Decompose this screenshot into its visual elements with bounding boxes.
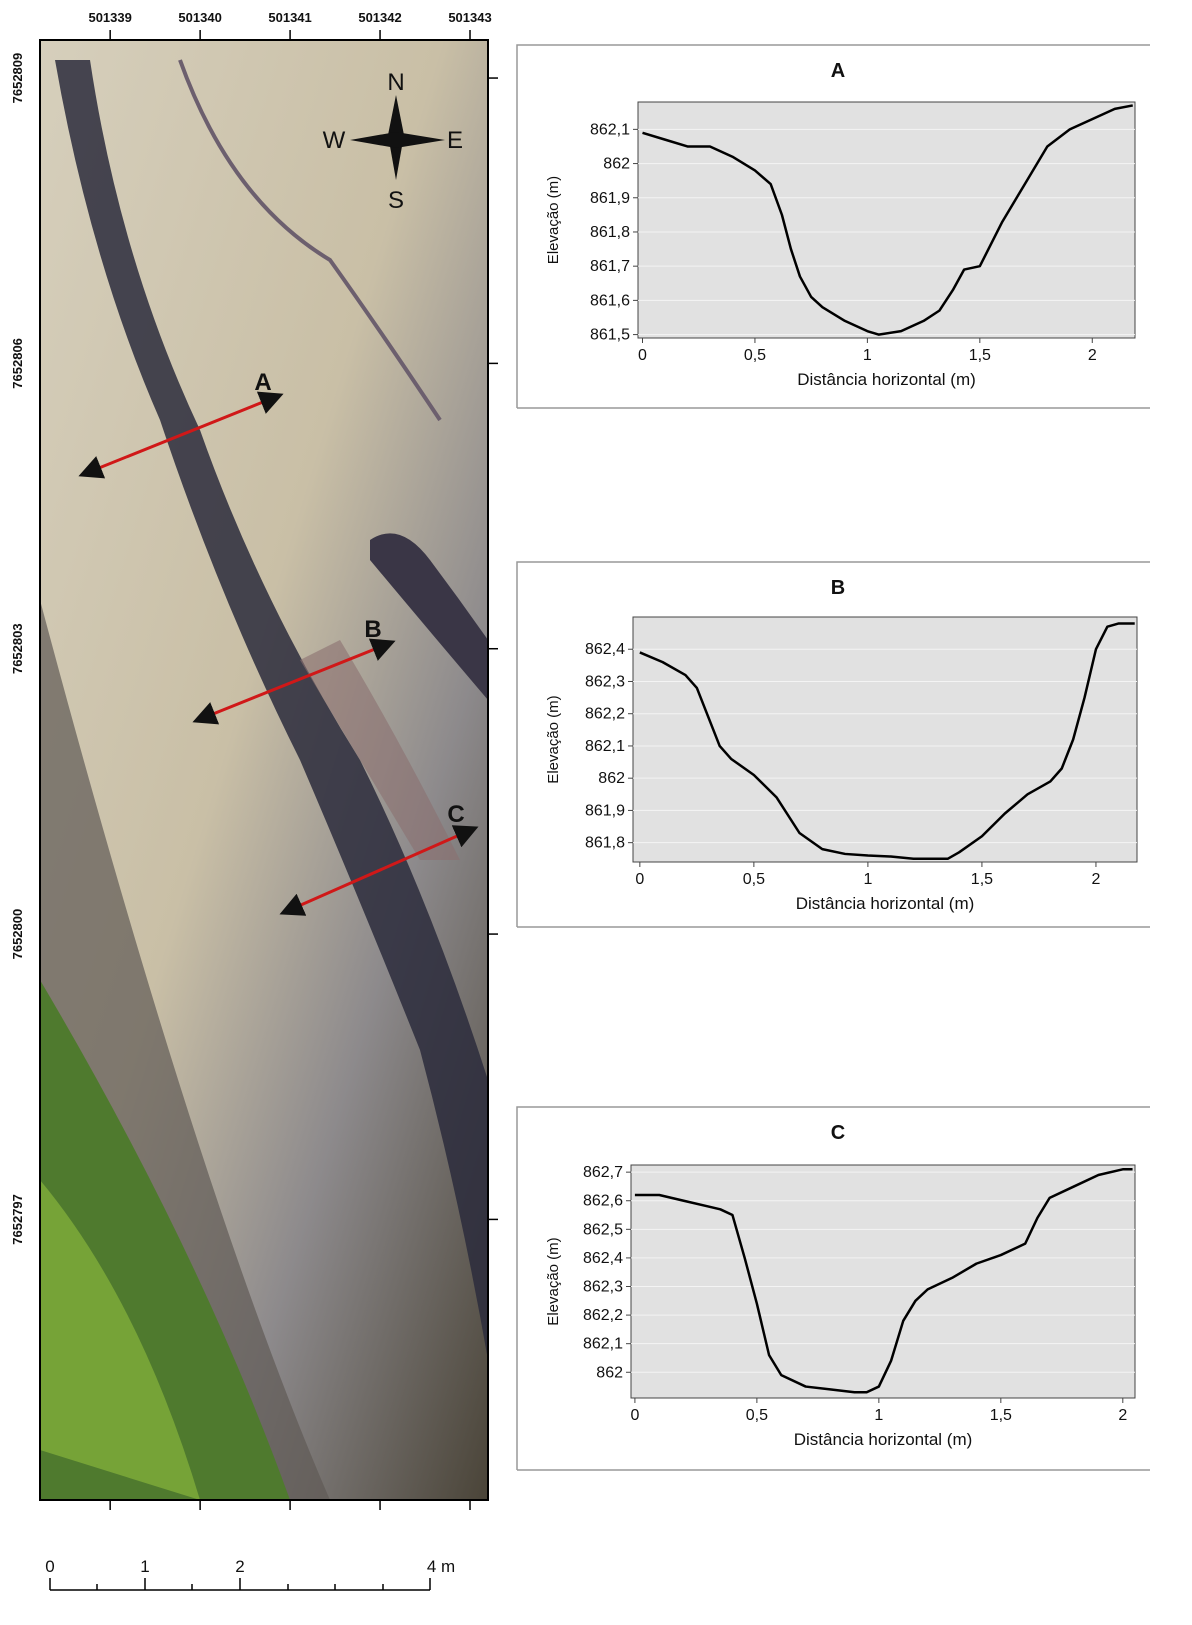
x-tick-label: 0 <box>635 871 644 888</box>
scale-label: 2 <box>235 1557 244 1576</box>
compass-label: W <box>323 127 346 154</box>
chart-title: C <box>831 1122 845 1144</box>
profile-line <box>634 1168 1133 1394</box>
y-tick-label: 862,1 <box>590 121 630 138</box>
y-tick-label: 862,5 <box>583 1221 623 1238</box>
scale-label: 0 <box>45 1557 54 1576</box>
compass-label: N <box>387 69 404 96</box>
y-tick-label: 862,1 <box>583 1336 623 1353</box>
y-tick-label: 862,3 <box>583 1279 623 1296</box>
profile-label: A <box>254 369 271 396</box>
plot-area <box>630 1164 1136 1399</box>
y-tick-label: 861,8 <box>590 224 630 241</box>
chart-frame <box>516 44 1150 409</box>
map-x-tick-label: 501341 <box>268 10 311 25</box>
chart-frame <box>516 561 1150 928</box>
y-tick-label: 861,9 <box>590 190 630 207</box>
x-tick-label: 1 <box>863 871 872 888</box>
compass-label: E <box>447 127 463 154</box>
x-tick-label: 1 <box>874 1407 883 1424</box>
y-tick-label: 862,7 <box>583 1164 623 1181</box>
y-tick-label: 862,6 <box>583 1193 623 1210</box>
y-axis-label: Elevação (m) <box>545 1237 562 1325</box>
x-tick-label: 1,5 <box>969 347 991 364</box>
x-axis-label: Distância horizontal (m) <box>794 1430 973 1449</box>
x-tick-label: 1,5 <box>971 871 993 888</box>
map-y-tick-label: 7652800 <box>10 909 25 960</box>
aerial-image <box>39 39 489 1501</box>
profile-lines: A B C <box>78 369 479 916</box>
y-tick-label: 862 <box>596 1364 623 1381</box>
x-tick-label: 1,5 <box>990 1407 1012 1424</box>
x-tick-label: 0,5 <box>743 871 765 888</box>
map-x-tick-label: 501340 <box>178 10 221 25</box>
scale-label: 1 <box>140 1557 149 1576</box>
y-tick-label: 862,4 <box>583 1250 623 1267</box>
x-tick-label: 2 <box>1088 347 1097 364</box>
x-tick-label: 2 <box>1118 1407 1127 1424</box>
compass: N E S W <box>323 69 463 214</box>
x-tick-label: 1 <box>863 347 872 364</box>
y-tick-label: 862,4 <box>585 641 625 658</box>
y-tick-label: 862,3 <box>585 673 625 690</box>
profile-line <box>639 622 1135 861</box>
y-axis-label: Elevação (m) <box>545 176 562 264</box>
y-tick-label: 861,8 <box>585 835 625 852</box>
map-y-tick-label: 7652797 <box>10 1194 25 1245</box>
y-tick-label: 862,2 <box>583 1307 623 1324</box>
y-axis-label: Elevação (m) <box>545 695 562 783</box>
x-axis-label: Distância horizontal (m) <box>796 894 975 913</box>
map-y-tick-label: 7652809 <box>10 53 25 104</box>
profile-label: B <box>364 616 381 643</box>
y-tick-label: 862 <box>598 770 625 787</box>
profile-line <box>642 104 1133 336</box>
y-tick-label: 861,6 <box>590 292 630 309</box>
profile-label: C <box>447 801 464 828</box>
x-tick-label: 0 <box>638 347 647 364</box>
map-y-tick-label: 7652806 <box>10 338 25 389</box>
chart-title: B <box>831 577 845 599</box>
map-x-tick-label: 501343 <box>448 10 491 25</box>
x-tick-label: 0,5 <box>746 1407 768 1424</box>
x-tick-label: 0,5 <box>744 347 766 364</box>
chart-frame <box>516 1106 1150 1471</box>
map-y-tick-label: 7652803 <box>10 623 25 674</box>
y-tick-label: 862 <box>603 156 630 173</box>
map-x-tick-label: 501342 <box>358 10 401 25</box>
y-tick-label: 861,7 <box>590 258 630 275</box>
x-tick-label: 2 <box>1091 871 1100 888</box>
y-tick-label: 862,1 <box>585 738 625 755</box>
x-tick-label: 0 <box>630 1407 639 1424</box>
compass-label: S <box>388 187 404 214</box>
y-tick-label: 861,5 <box>590 327 630 344</box>
x-axis-label: Distância horizontal (m) <box>797 370 976 389</box>
y-tick-label: 861,9 <box>585 802 625 819</box>
chart-title: A <box>831 60 845 82</box>
plot-area <box>632 616 1138 863</box>
y-tick-label: 862,2 <box>585 706 625 723</box>
scale-label: 4 m <box>427 1557 455 1576</box>
scale-bar: 0 1 2 4 m <box>45 1557 455 1591</box>
map-x-tick-label: 501339 <box>88 10 131 25</box>
